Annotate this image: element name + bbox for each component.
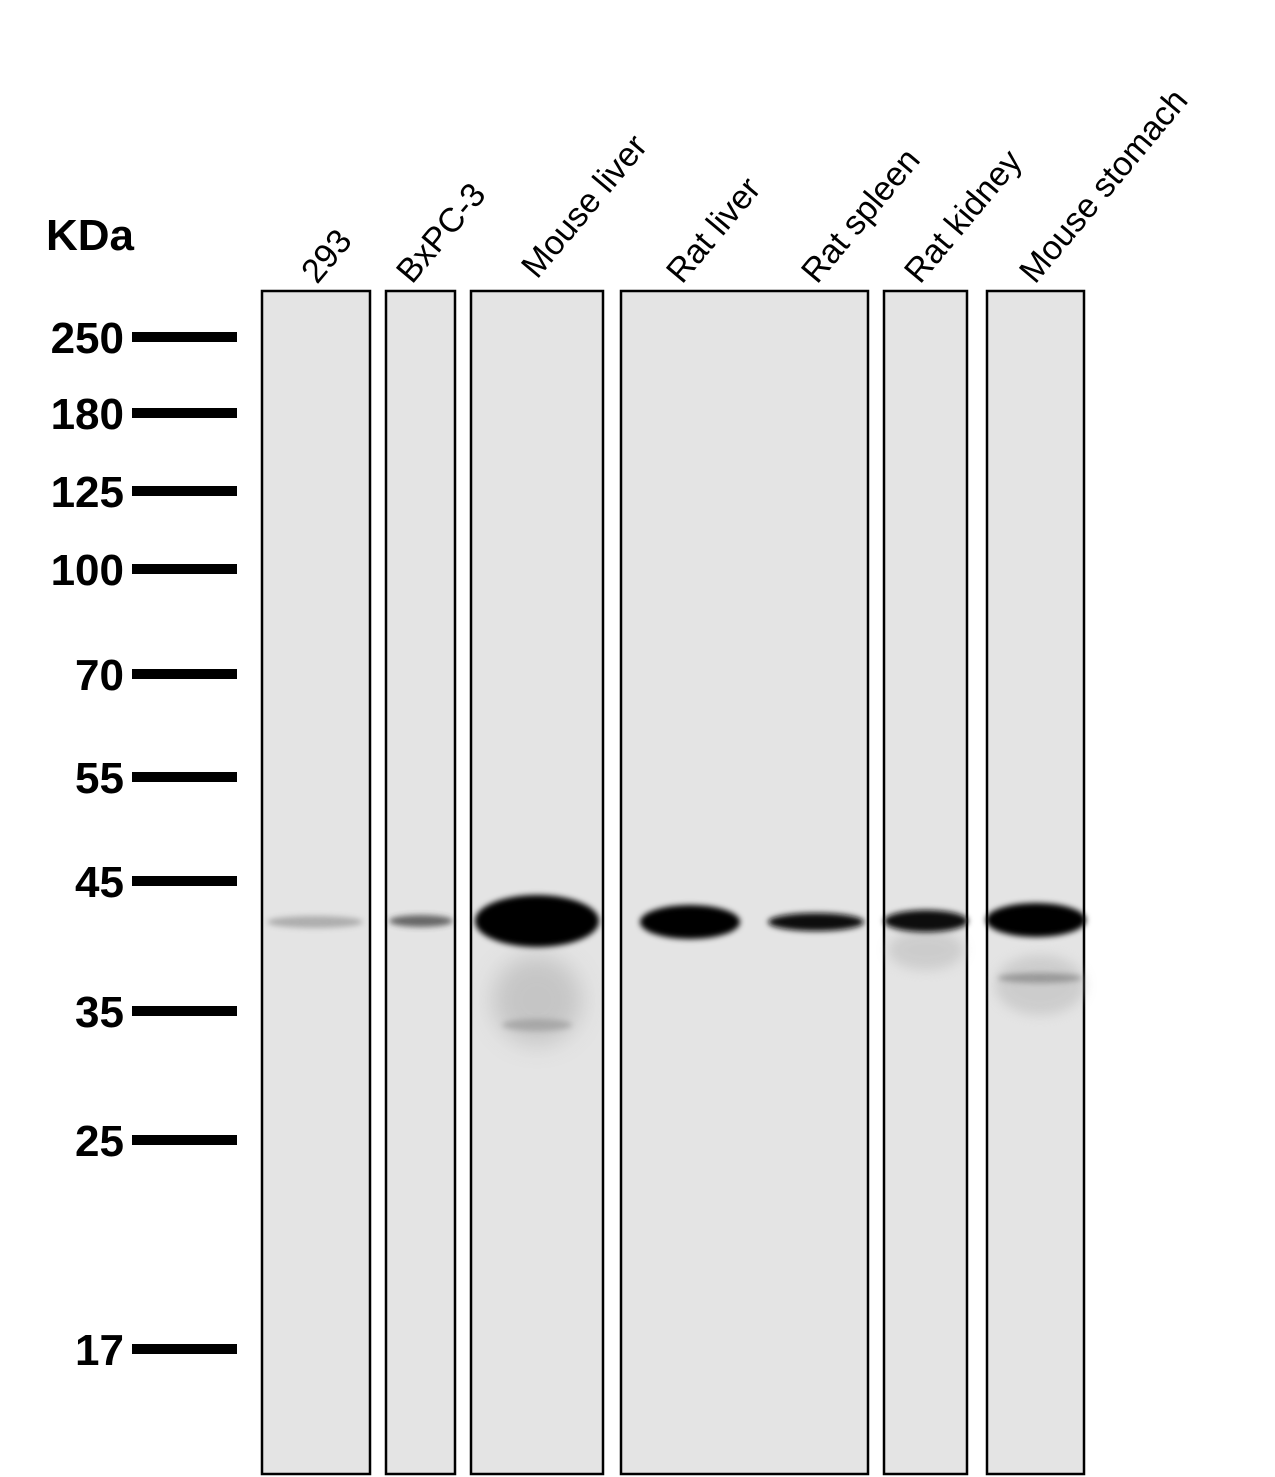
smear	[492, 955, 582, 1045]
smear	[995, 955, 1085, 1015]
marker-bar	[132, 1344, 237, 1354]
panel	[469, 289, 605, 1476]
band	[389, 915, 453, 927]
band	[884, 910, 968, 932]
bands	[267, 895, 1086, 1045]
marker-bar	[132, 669, 237, 679]
marker-label: 45	[75, 858, 124, 907]
band	[998, 973, 1082, 983]
panels	[260, 289, 1086, 1476]
marker-bar	[132, 1006, 237, 1016]
marker-label: 55	[75, 754, 124, 803]
marker-bar	[132, 564, 237, 574]
panel	[882, 289, 969, 1476]
band	[986, 903, 1086, 937]
band	[267, 916, 363, 928]
band	[768, 913, 864, 931]
marker-bar	[132, 772, 237, 782]
marker-label: 70	[75, 651, 124, 700]
lane-label: Rat liver	[659, 170, 768, 290]
band	[475, 895, 599, 947]
band	[502, 1019, 572, 1031]
lane-labels: 293 BxPC-3 Mouse liver Rat liver Rat spleenR…	[294, 82, 1195, 290]
lane-label: Mouse stomach	[1012, 82, 1195, 290]
marker-label: 100	[51, 546, 124, 595]
lane-label: 293	[294, 222, 360, 290]
panel	[384, 289, 457, 1476]
panel	[985, 289, 1086, 1476]
marker-bar	[132, 876, 237, 886]
smear	[888, 930, 964, 970]
marker-label: 35	[75, 988, 124, 1037]
marker-label: 125	[51, 468, 124, 517]
marker-bar	[132, 486, 237, 496]
lane-label: BxPC-3	[389, 176, 493, 290]
unit-label: KDa	[46, 211, 135, 260]
marker-bar	[132, 1135, 237, 1145]
band	[640, 905, 740, 939]
marker-label: 180	[51, 390, 124, 439]
lane-label: Mouse liver	[514, 128, 655, 286]
marker-bar	[132, 332, 237, 342]
marker-bar	[132, 408, 237, 418]
marker-label: 17	[75, 1326, 124, 1375]
marker-ladder: 250 180 125 100 70 55 45 35 25 17	[51, 314, 237, 1375]
marker-label: 250	[51, 314, 124, 363]
marker-label: 25	[75, 1117, 124, 1166]
panel	[619, 289, 870, 1476]
panel	[260, 289, 372, 1476]
